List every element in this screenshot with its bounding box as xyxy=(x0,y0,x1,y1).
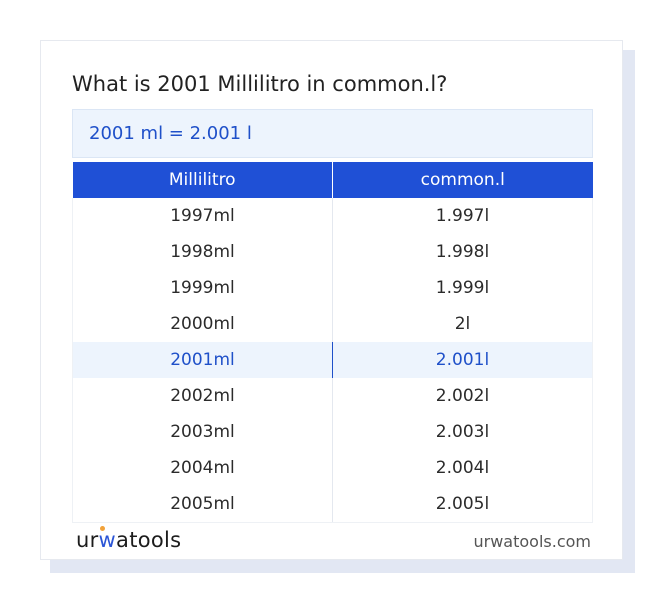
converter-card: What is 2001 Millilitro in common.l? 200… xyxy=(40,40,623,560)
cell-common-l: 2.003l xyxy=(332,414,593,450)
conversion-table: Millilitro common.l 1997ml 1.997l 1998ml… xyxy=(72,162,593,523)
table-row: 1998ml 1.998l xyxy=(72,234,593,270)
table-row: 2003ml 2.003l xyxy=(72,414,593,450)
cell-common-l: 1.999l xyxy=(332,270,593,306)
logo-dot-icon xyxy=(99,526,105,531)
page-title: What is 2001 Millilitro in common.l? xyxy=(72,72,448,96)
header-common-l: common.l xyxy=(332,162,593,198)
conversion-result: 2001 ml = 2.001 l xyxy=(72,109,593,158)
table-header-row: Millilitro common.l xyxy=(72,162,593,198)
cell-millilitro: 2001ml xyxy=(72,342,333,378)
cell-common-l: 1.997l xyxy=(332,198,593,234)
cell-millilitro: 1999ml xyxy=(72,270,333,306)
table-row: 1997ml 1.997l xyxy=(72,198,593,234)
table-row: 2002ml 2.002l xyxy=(72,378,593,414)
cell-common-l: 2.005l xyxy=(332,486,593,523)
cell-common-l: 2.004l xyxy=(332,450,593,486)
table-row: 1999ml 1.999l xyxy=(72,270,593,306)
cell-millilitro: 1997ml xyxy=(72,198,333,234)
cell-common-l: 2.001l xyxy=(332,342,593,378)
cell-millilitro: 2000ml xyxy=(72,306,333,342)
urwatools-logo[interactable]: ur watools xyxy=(76,526,182,552)
cell-common-l: 2l xyxy=(332,306,593,342)
header-millilitro: Millilitro xyxy=(72,162,333,198)
logo-text-ur: ur xyxy=(76,528,99,552)
logo-text-w: w xyxy=(98,526,117,552)
cell-millilitro: 2004ml xyxy=(72,450,333,486)
table-row: 2005ml 2.005l xyxy=(72,486,593,523)
cell-millilitro: 2003ml xyxy=(72,414,333,450)
table-row-highlighted: 2001ml 2.001l xyxy=(72,342,593,378)
site-link[interactable]: urwatools.com xyxy=(473,532,592,551)
cell-millilitro: 2005ml xyxy=(72,486,333,523)
table-row: 2000ml 2l xyxy=(72,306,593,342)
cell-millilitro: 1998ml xyxy=(72,234,333,270)
cell-common-l: 1.998l xyxy=(332,234,593,270)
cell-millilitro: 2002ml xyxy=(72,378,333,414)
logo-text-atools: atools xyxy=(116,528,182,552)
cell-common-l: 2.002l xyxy=(332,378,593,414)
table-row: 2004ml 2.004l xyxy=(72,450,593,486)
